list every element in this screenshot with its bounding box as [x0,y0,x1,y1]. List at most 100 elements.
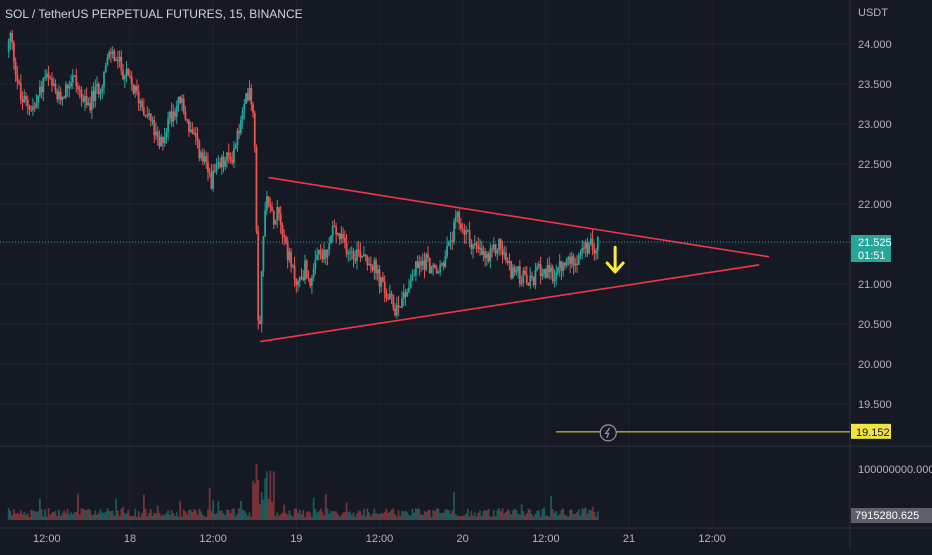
volume-bar [226,509,228,520]
price-tick-label: 21.000 [858,279,892,291]
candle [276,207,279,220]
candle [522,270,525,284]
volume-bar [116,510,119,520]
volume-bar [378,514,381,520]
candle [499,239,502,249]
candle [264,210,267,237]
current-price-badge [851,235,891,262]
candle [418,261,421,268]
candle [293,265,296,280]
volume-bar [489,516,492,520]
candle [562,263,565,272]
volume-bar [265,471,268,520]
volume-bar [421,515,424,520]
volume-bar [298,509,301,520]
candle [58,91,60,100]
volume-scale-label: 100000000.000 [858,464,932,476]
candle [12,42,15,63]
candle [537,264,540,267]
volume-bar [402,511,405,520]
candle [71,75,74,83]
candle [338,233,341,240]
candle [508,260,511,263]
volume-bar [246,515,249,520]
volume-bar [149,509,152,520]
candle [236,130,239,145]
volume-bar [376,513,379,520]
volume-bar [337,513,339,520]
candle [319,250,322,253]
volume-bar [577,509,580,520]
candle [378,269,381,287]
candle [304,260,306,281]
volume-bar [399,516,402,520]
candle [288,251,291,260]
candle [503,252,506,255]
volume-bar [146,516,149,520]
volume-bar [517,513,520,520]
volume-bar [591,506,594,520]
candle [246,93,249,101]
volume-bar [122,506,124,520]
volume-bar [437,508,440,520]
candle [295,279,298,286]
volume-bar [271,501,273,520]
candle [186,119,189,121]
candle [267,196,270,205]
current-price-label: 21.525 [858,237,892,249]
candle [16,74,19,81]
candle [149,113,152,121]
volume-bar [453,491,455,520]
volume-bar [335,511,338,520]
candle [184,111,187,120]
volume-bar [64,512,67,520]
candle [442,262,445,267]
triangle-upper-line[interactable] [268,176,770,258]
price-tick-label: 22.000 [858,199,892,211]
candle [151,120,154,122]
volume-bar [28,516,31,520]
volume-bar [539,516,542,520]
candle [269,204,272,207]
candle [486,253,488,259]
candle [506,260,509,263]
volume-bar [536,510,539,520]
volume-bar [537,510,540,520]
volume-bar [110,510,112,520]
volume-bar [123,513,126,520]
candle [480,247,483,255]
volume-bar [215,513,218,520]
time-tick-label: 12:00 [532,533,560,545]
volume-bar [352,512,355,520]
candle [260,271,263,324]
volume-bar [23,511,26,520]
volume-bar [531,514,533,520]
candle [302,277,305,281]
volume-bar [220,510,223,520]
arrow-down-head [605,261,625,274]
triangle-lower-line[interactable] [260,264,760,343]
candle [87,102,90,106]
candle [446,246,448,257]
candle [342,234,345,238]
volume-bar [311,516,313,520]
volume-bar [366,508,369,520]
volume-bar [44,509,46,520]
candle [168,111,171,119]
candle [468,230,471,241]
volume-bar [7,508,10,520]
volume-bar [316,512,319,520]
candle [411,275,414,281]
volume-bar [222,513,225,520]
candle [25,95,27,100]
candle [427,254,429,258]
candle [113,51,116,62]
candle [229,156,232,161]
volume-bar [71,514,74,520]
alert-price-badge[interactable] [851,423,891,439]
candle [570,256,573,264]
volume-bar [14,513,17,520]
volume-bar [387,513,390,520]
